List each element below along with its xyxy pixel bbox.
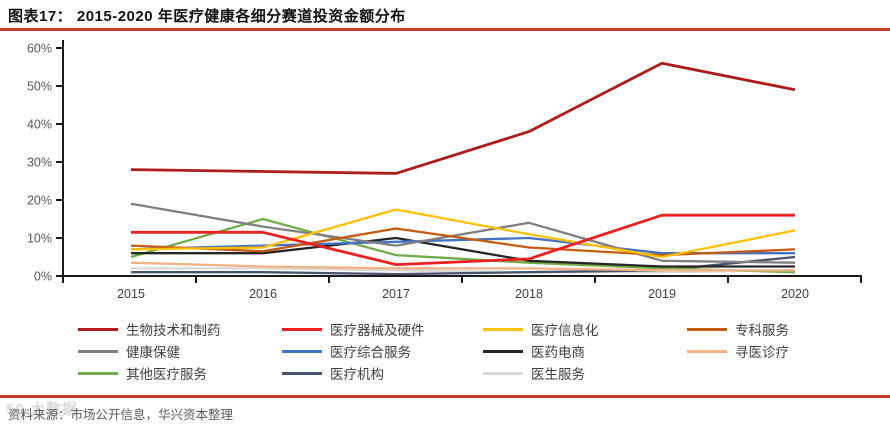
legend-swatch (483, 371, 523, 375)
legend-item-3: 专科服务 (687, 318, 868, 340)
y-tick-label: 30% (27, 156, 52, 170)
series-line-8 (130, 217, 796, 274)
x-tick-label: 2015 (117, 287, 145, 301)
legend-swatch (282, 349, 322, 353)
legend-item-10: 医生服务 (483, 362, 687, 384)
legend-swatch (483, 327, 523, 331)
y-tick-label: 50% (27, 80, 52, 94)
legend-item-1: 医疗器械及硬件 (282, 318, 483, 340)
x-tick-label: 2020 (781, 287, 809, 301)
legend-label: 医疗信息化 (531, 323, 599, 338)
legend-swatch (483, 349, 523, 353)
series-line-2 (130, 208, 796, 259)
series-line-4 (130, 202, 796, 264)
legend-item-9: 医疗机构 (282, 362, 483, 384)
legend-item-4: 健康保健 (78, 340, 282, 362)
series-line-0 (130, 61, 796, 175)
series-line-1 (131, 213, 795, 267)
x-tick-label: 2019 (648, 287, 676, 301)
x-tick-label: 2017 (382, 287, 410, 301)
legend-item-5: 医疗综合服务 (282, 340, 483, 362)
legend-swatch (78, 349, 118, 353)
series-line-10 (131, 267, 796, 274)
legend-label: 医疗器械及硬件 (330, 323, 425, 338)
legend-label: 医疗综合服务 (330, 345, 411, 360)
legend-item-0: 生物技术和制药 (78, 318, 282, 340)
source-note: 资料来源：市场公开信息，华兴资本整理 (8, 408, 234, 422)
figure-title: 图表17： 2015-2020 年医疗健康各细分赛道投资金额分布 (8, 8, 406, 25)
line-chart-canvas: 0% 10% 20% 30% 40% 50% 60% 2015 2016 2017 2018 2019… (27, 40, 862, 301)
legend-label: 医生服务 (531, 367, 585, 382)
legend-item-7: 寻医诊疗 (687, 340, 868, 362)
legend-swatch (687, 349, 727, 353)
legend-label: 生物技术和制药 (126, 323, 221, 338)
legend-label: 健康保健 (126, 345, 180, 360)
footer-rule (0, 395, 890, 398)
legend-swatch (282, 327, 322, 331)
y-tick-label: 60% (27, 42, 52, 56)
legend-swatch (687, 327, 727, 331)
y-tick-label: 0% (34, 270, 52, 284)
series-line-6 (131, 236, 795, 268)
series-line-7 (130, 261, 795, 272)
legend-label: 医疗机构 (330, 367, 384, 382)
legend-item-8: 其他医疗服务 (78, 362, 282, 384)
series-line-3 (130, 227, 796, 257)
x-tick-label: 2016 (249, 287, 277, 301)
legend-label: 专科服务 (735, 323, 789, 338)
y-tick-label: 10% (27, 232, 52, 246)
y-tick-label: 40% (27, 118, 52, 132)
legend-label: 寻医诊疗 (735, 345, 789, 360)
legend-label: 医药电商 (531, 345, 585, 360)
legend-swatch (78, 327, 118, 331)
legend-swatch (282, 371, 322, 375)
legend-item-2: 医疗信息化 (483, 318, 687, 340)
legend-item-6: 医药电商 (483, 340, 687, 362)
title-underline-rule (0, 28, 890, 31)
y-tick-label: 20% (27, 194, 52, 208)
chart-legend: 生物技术和制药 医疗器械及硬件 医疗信息化 专科服务健康保健 医疗综合服务 医药电商 寻医诊… (78, 318, 868, 384)
legend-label: 其他医疗服务 (126, 367, 207, 382)
x-tick-label: 2018 (515, 287, 543, 301)
legend-swatch (78, 371, 118, 375)
